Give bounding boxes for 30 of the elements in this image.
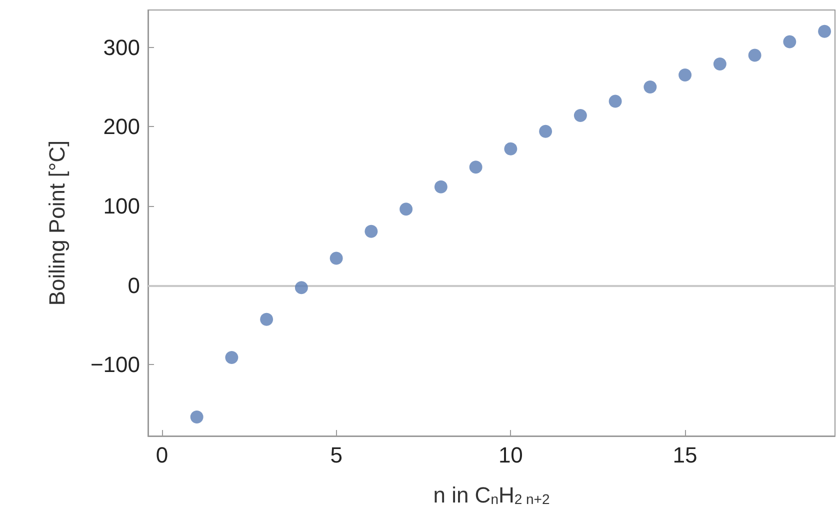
- point: [504, 142, 518, 156]
- y-tick-label: 300: [103, 34, 140, 60]
- point: [608, 94, 622, 108]
- point: [713, 57, 726, 70]
- point: [818, 24, 832, 38]
- point: [364, 224, 378, 238]
- point: [190, 410, 204, 424]
- point: [294, 281, 308, 294]
- point: [434, 180, 448, 194]
- y-axis-title: Boiling Point [°C]: [44, 140, 70, 306]
- y-tick-label: 0: [128, 272, 140, 298]
- point: [678, 68, 692, 82]
- point: [400, 202, 413, 216]
- x-tick-label: 10: [498, 442, 523, 468]
- y-tick-label: −100: [90, 352, 140, 378]
- y-tick-label: 200: [103, 114, 140, 140]
- point: [574, 109, 587, 122]
- point: [260, 312, 274, 326]
- point: [748, 48, 762, 62]
- point: [469, 160, 482, 174]
- point: [539, 124, 552, 138]
- y-tick-label: 100: [103, 193, 140, 218]
- point: [330, 252, 343, 265]
- point: [783, 35, 796, 48]
- point: [644, 80, 657, 94]
- x-tick-label: 5: [330, 442, 342, 468]
- x-tick-label: 15: [672, 442, 698, 468]
- point: [225, 350, 238, 364]
- x-tick-label: 0: [156, 442, 168, 468]
- x-axis-title: n in CnH2 n+2: [433, 482, 550, 508]
